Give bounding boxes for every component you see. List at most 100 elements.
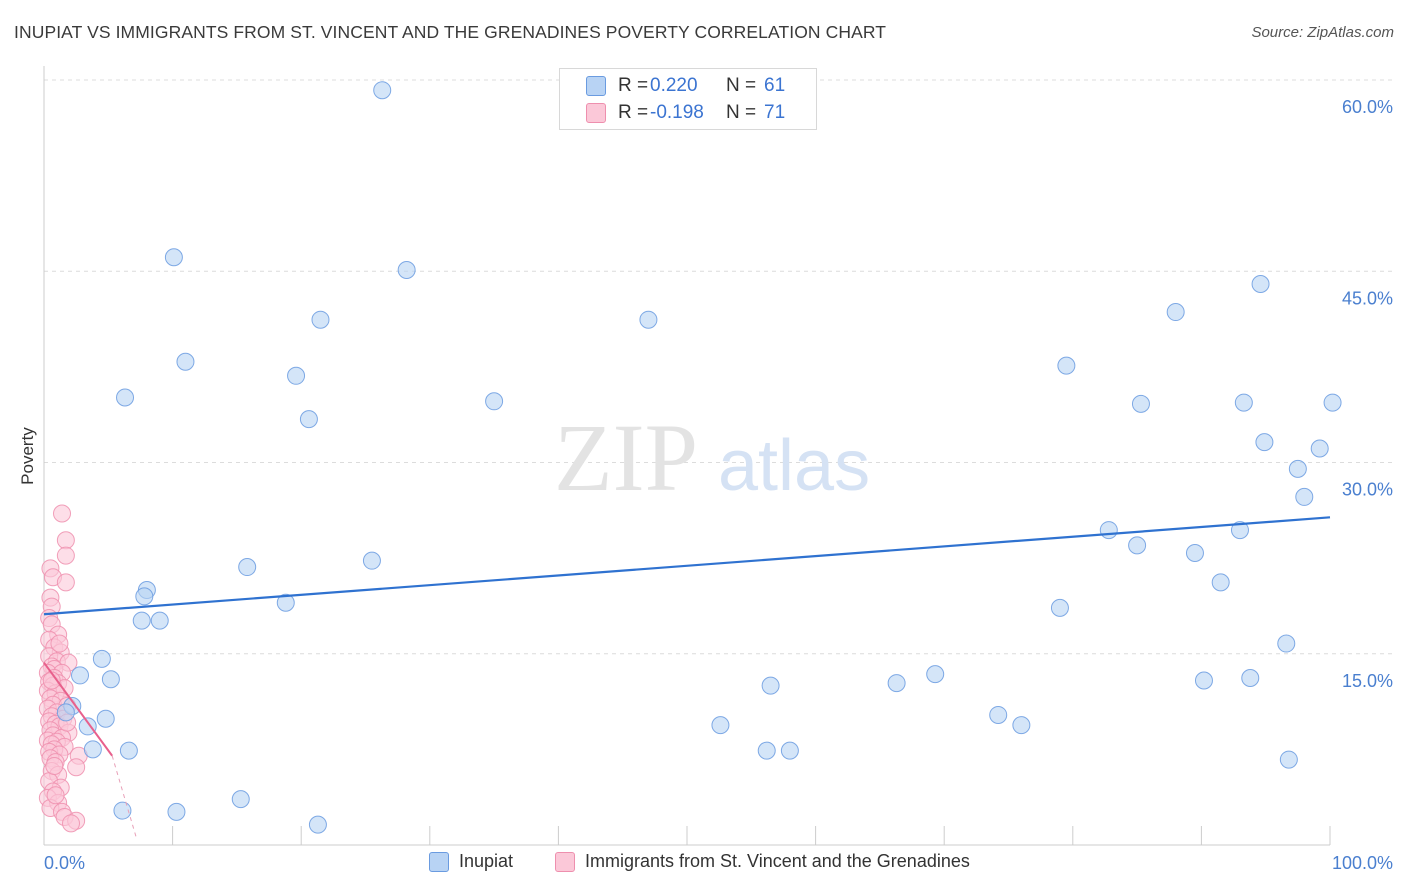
r-label: R =: [618, 75, 649, 96]
inupiat-point: [780, 741, 799, 760]
immigrants-point: [67, 758, 86, 777]
inupiat-point: [238, 558, 257, 577]
inupiat-point: [397, 260, 416, 279]
data-points: [38, 81, 1342, 834]
immigrants-point: [56, 531, 75, 550]
y-tick-label: 30.0%: [1342, 480, 1393, 500]
inupiat-point: [287, 366, 306, 385]
inupiat-point: [83, 740, 102, 759]
tick-labels: 15.0% 30.0% 45.0% 60.0% 0.0% 100.0%: [44, 97, 1393, 873]
inupiat-point: [1279, 750, 1298, 769]
immigrants-point: [50, 634, 69, 653]
n-value: 61: [764, 75, 786, 96]
inupiat-point: [101, 670, 120, 689]
inupiat-point: [1295, 487, 1314, 506]
inupiat-point: [276, 593, 295, 612]
legend-swatch-immigrants: [586, 103, 606, 123]
immigrants-point: [46, 786, 65, 805]
y-axis-label: Poverty: [18, 427, 37, 485]
legend-item-immigrants[interactable]: Immigrants from St. Vincent and the Gren…: [555, 851, 970, 872]
legend-row-inupiat: R = 0.220 N = 61: [586, 73, 785, 99]
inupiat-point: [308, 815, 327, 834]
inupiat-point: [761, 676, 780, 695]
inupiat-point: [1050, 598, 1069, 617]
inupiat-point: [1211, 573, 1230, 592]
x-tick-label: 100.0%: [1332, 853, 1393, 873]
n-label: N =: [726, 102, 757, 123]
inupiat-point: [176, 352, 195, 371]
inupiat-point: [1012, 716, 1031, 735]
inupiat-point: [231, 790, 250, 809]
inupiat-point: [1241, 668, 1260, 687]
immigrants-point: [62, 814, 81, 833]
inupiat-point: [1166, 303, 1185, 322]
trend-lines: [43, 516, 1331, 839]
inupiat-point: [92, 649, 111, 668]
r-label: R =: [618, 102, 649, 123]
inupiat-point: [116, 388, 135, 407]
inupiat-point: [311, 310, 330, 329]
inupiat-point: [362, 551, 381, 570]
n-value: 71: [764, 102, 786, 123]
watermark-zip: ZIP: [554, 404, 698, 511]
inupiat-point: [113, 801, 132, 820]
inupiat-point: [299, 410, 318, 429]
y-tick-label: 45.0%: [1342, 288, 1393, 308]
inupiat-point: [1234, 393, 1253, 412]
inupiat-point: [1230, 521, 1249, 540]
inupiat-point: [71, 666, 90, 685]
legend-row-immigrants: R = -0.198 N = 71: [586, 100, 785, 126]
inupiat-point: [164, 248, 183, 267]
inupiat-point: [926, 665, 945, 684]
inupiat-point: [887, 674, 906, 693]
watermark: ZIP atlas: [554, 404, 870, 511]
immigrants-trend-extension: [111, 755, 138, 839]
n-label: N =: [726, 75, 757, 96]
legend-label-inupiat: Inupiat: [459, 851, 514, 871]
inupiat-point: [78, 717, 97, 736]
inupiat-point: [167, 802, 186, 821]
inupiat-point: [1277, 634, 1296, 653]
inupiat-point: [132, 611, 151, 630]
legend-label-immigrants: Immigrants from St. Vincent and the Gren…: [585, 851, 970, 871]
inupiat-point: [119, 741, 138, 760]
inupiat-point: [989, 705, 1008, 724]
chart-title: INUPIAT VS IMMIGRANTS FROM ST. VINCENT A…: [14, 22, 887, 42]
immigrants-point: [56, 573, 75, 592]
inupiat-point: [373, 81, 392, 100]
inupiat-point: [1057, 356, 1076, 375]
inupiat-point: [1251, 275, 1270, 293]
x-tick-label: 0.0%: [44, 853, 85, 873]
inupiat-point: [1288, 459, 1307, 478]
inupiat-point: [1255, 433, 1274, 452]
y-tick-label: 60.0%: [1342, 97, 1393, 117]
inupiat-point: [135, 587, 154, 606]
inupiat-point: [711, 716, 730, 735]
y-tick-label: 15.0%: [1342, 671, 1393, 691]
inupiat-point: [150, 611, 169, 630]
inupiat-point: [1131, 394, 1150, 413]
inupiat-point: [96, 709, 115, 728]
inupiat-trend-line: [43, 516, 1331, 616]
inupiat-point: [56, 703, 75, 722]
correlation-legend: R = 0.220 N = 61 R = -0.198 N = 71: [559, 68, 817, 130]
legend-item-inupiat[interactable]: Inupiat: [429, 851, 513, 872]
inupiat-point: [1310, 439, 1329, 458]
immigrants-point: [56, 546, 75, 565]
inupiat-point: [757, 741, 776, 760]
inupiat-point: [1099, 521, 1118, 540]
inupiat-point: [1185, 544, 1204, 563]
source-label: Source: ZipAtlas.com: [1251, 24, 1394, 41]
immigrants-point: [45, 756, 64, 775]
inupiat-point: [485, 392, 504, 411]
legend-swatch-inupiat: [586, 76, 606, 96]
inupiat-point: [1128, 536, 1147, 555]
legend-swatch-inupiat: [429, 851, 449, 872]
watermark-atlas: atlas: [718, 426, 870, 506]
r-value: 0.220: [650, 75, 698, 96]
legend-swatch-immigrants: [555, 851, 575, 872]
series-legend: Inupiat Immigrants from St. Vincent and …: [0, 851, 1406, 879]
inupiat-point: [1323, 393, 1342, 412]
inupiat-point: [1194, 671, 1213, 690]
